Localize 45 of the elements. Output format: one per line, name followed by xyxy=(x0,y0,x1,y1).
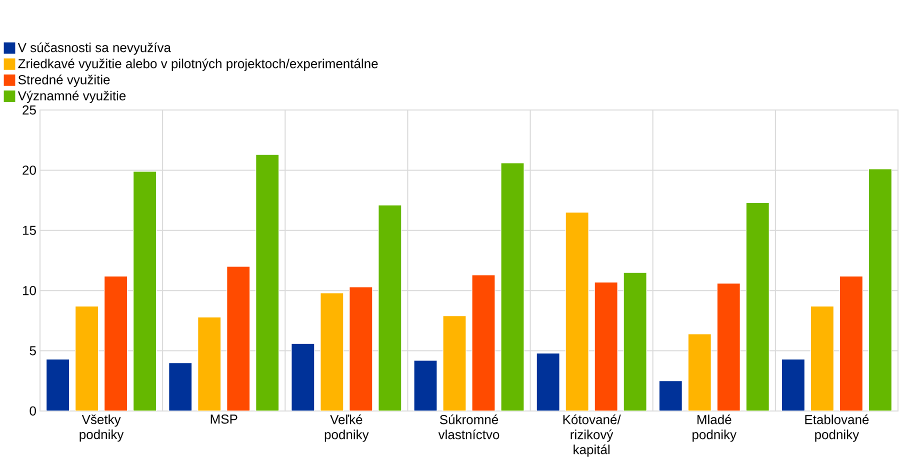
bar xyxy=(688,334,712,411)
y-tick-label: 25 xyxy=(22,105,36,115)
bar xyxy=(658,380,682,411)
bar xyxy=(536,352,560,411)
bar xyxy=(500,162,524,411)
bar xyxy=(781,358,806,411)
bar xyxy=(291,343,315,411)
x-tick-label: MSP xyxy=(210,414,238,424)
bar xyxy=(46,358,70,411)
bar xyxy=(839,276,864,411)
x-tick-label: Veľké podniky xyxy=(324,414,369,442)
bar xyxy=(623,272,647,411)
y-tick-label: 15 xyxy=(23,226,36,235)
legend-label: Významné využitie xyxy=(18,90,126,103)
bar xyxy=(256,154,280,411)
bar xyxy=(198,316,222,411)
x-tick-label: Všetky podniky xyxy=(80,414,124,442)
y-tick-label: 20 xyxy=(22,166,36,175)
x-tick-label: Kótované/ rizikový kapitál xyxy=(563,414,621,457)
bar xyxy=(594,282,618,411)
bar xyxy=(442,316,466,411)
bar xyxy=(810,306,834,411)
x-tick-label: Mladé podniky xyxy=(692,414,737,442)
y-tick-label: 0 xyxy=(30,406,36,416)
x-tick-label: Etablované podniky xyxy=(805,414,869,442)
bar xyxy=(746,202,770,411)
y-tick-label: 5 xyxy=(30,346,36,356)
bar xyxy=(320,292,344,411)
bar xyxy=(74,306,99,411)
bar xyxy=(168,362,192,411)
legend-label: V súčasnosti sa nevyužíva xyxy=(18,42,171,55)
bar xyxy=(565,212,589,411)
bar xyxy=(716,283,740,411)
legend-label: Stredné využitie xyxy=(18,74,110,87)
bar xyxy=(472,274,496,411)
bar xyxy=(349,286,373,411)
legend-label: Zriedkavé využitie alebo v pilotných projektoch/experimentálne xyxy=(18,58,378,71)
bar xyxy=(226,266,250,411)
y-tick-label: 10 xyxy=(23,286,36,296)
bar xyxy=(104,276,128,411)
bar xyxy=(378,204,402,411)
bar xyxy=(868,168,892,411)
bar xyxy=(414,360,438,411)
bar xyxy=(132,171,157,411)
x-tick-label: Súkromné vlastníctvo xyxy=(438,414,500,440)
